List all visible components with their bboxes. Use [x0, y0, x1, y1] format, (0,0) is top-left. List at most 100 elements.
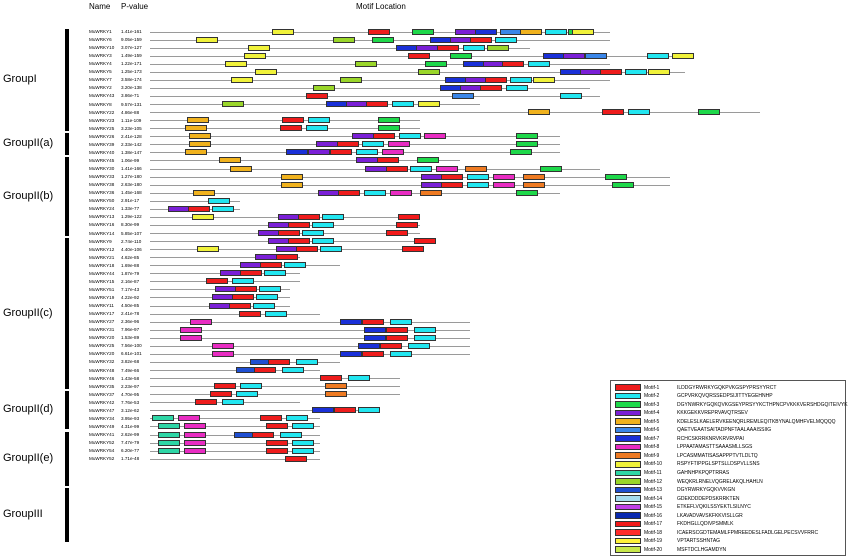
gene-pvalue: 2.41e-128 [121, 133, 142, 139]
motif-11-block [158, 447, 180, 454]
gene-pvalue: 7.76e-53 [121, 399, 140, 405]
legend-label: Motif-20 [644, 546, 663, 553]
motif-1-block [337, 141, 359, 148]
motif-2-block [410, 165, 432, 172]
motif-8-block [190, 318, 212, 325]
motif-4-block [258, 230, 280, 236]
motif-2-block [392, 101, 414, 108]
motif-2-block [364, 189, 386, 196]
motif-1-block [480, 84, 502, 91]
group-label: GroupI [3, 72, 37, 85]
group-bar [65, 28, 69, 132]
motif-3-block [516, 189, 538, 196]
gene-name: MuWRKY49 [89, 423, 115, 429]
motif-1-block [386, 334, 408, 341]
legend-label: Motif-6 [644, 427, 660, 434]
motif-1-block [408, 52, 430, 59]
motif-12-block [222, 101, 244, 108]
sequence-track [150, 63, 610, 65]
legend-swatch [615, 478, 641, 485]
motif-1-block [188, 205, 210, 212]
legend-sequence: FKDHGLLQDIVPSMMLK [677, 521, 734, 528]
gene-pvalue: 1.11e-109 [121, 117, 142, 123]
motif-8-block [180, 334, 202, 341]
motif-9-block [523, 173, 545, 180]
gene-name: MuWRKY52 [89, 440, 115, 446]
gene-pvalue: 2.36e-96 [121, 319, 140, 325]
motif-5-block [281, 173, 303, 180]
sequence-track [150, 386, 400, 388]
motif-1-block [306, 92, 328, 99]
legend-swatch [615, 546, 641, 554]
legend-label: Motif-8 [644, 444, 660, 451]
motif-1-block [330, 149, 352, 156]
gene-name: MuWRKY44 [89, 270, 115, 276]
motif-2-block [292, 439, 314, 446]
group-label: GroupII(e) [3, 451, 54, 464]
motif-3-block [412, 28, 434, 35]
motif-2-block [280, 431, 302, 438]
motif-5-block [193, 189, 215, 196]
motif-3-block [516, 133, 538, 140]
motif-8-block [424, 133, 446, 140]
motif-2-block [312, 238, 334, 245]
legend-swatch [615, 392, 641, 400]
sequence-track [150, 104, 480, 106]
legend-swatch [615, 537, 641, 545]
gene-name: MuWRKY15 [89, 278, 115, 284]
motif-4-block [580, 68, 602, 75]
gene-pvalue: 2.23e-97 [121, 383, 140, 389]
sequence-track [150, 394, 400, 396]
motif-1-block [210, 391, 232, 398]
legend-sequence: GDEKDDDEPDSKRRKTEN [677, 495, 740, 502]
sequence-track [150, 95, 600, 97]
motif-10-block [192, 213, 214, 220]
legend-sequence: QAETVEAATSAITADPNFTAALAAAISSIIG [677, 427, 772, 434]
sequence-track [150, 418, 320, 420]
gene-name: MuWRKY25 [89, 343, 115, 349]
motif-8-block [184, 439, 206, 446]
motif-10-block [648, 68, 670, 75]
motif-9-block [325, 391, 347, 398]
motif-10-block [572, 28, 594, 35]
gene-name: MuWRKY50 [89, 198, 115, 204]
motif-4-block [365, 165, 387, 172]
motif-2-block [284, 262, 306, 269]
motif-7-block [430, 36, 452, 43]
motif-8-block [390, 189, 412, 196]
motif-1-block [386, 326, 408, 333]
gene-pvalue: 1.41e-166 [121, 166, 142, 172]
motif-4-block [460, 84, 482, 91]
gene-pvalue: 3.23e-105 [121, 125, 142, 131]
gene-pvalue: 3.95e-93 [121, 415, 140, 421]
legend-label: Motif-5 [644, 418, 660, 425]
legend-swatch [615, 495, 641, 502]
motif-4-block [356, 157, 378, 164]
motif-1-block [366, 101, 388, 108]
motif-4-block [416, 44, 438, 51]
motif-1-block [320, 375, 342, 382]
motif-12-block [355, 60, 377, 67]
motif-5-block [230, 165, 252, 172]
gene-pvalue: 2.16e-87 [121, 278, 140, 284]
motif-3-block [510, 149, 532, 156]
gene-name: MuWRKY2 [89, 85, 112, 91]
gene-name: MuWRKY24 [89, 206, 115, 212]
motif-7-block [312, 407, 334, 414]
motif-4-block [465, 76, 487, 83]
gene-name: MuWRKY13 [89, 214, 115, 220]
sequence-track [150, 442, 320, 444]
gene-name: MuWRKY34 [89, 415, 115, 421]
legend-sequence: ETKEFLVQKILSSYEKTLSILNYC [677, 504, 751, 511]
motif-8-block [382, 149, 404, 156]
gene-name: MuWRKY27 [89, 319, 115, 325]
motif-1-block [282, 117, 304, 124]
sequence-track [150, 410, 380, 412]
motif-1-block [260, 262, 282, 269]
gene-name: MuWRKY6 [89, 37, 112, 43]
motif-8-block [212, 350, 234, 357]
gene-pvalue: 1.45e-168 [121, 190, 142, 196]
sequence-track [150, 47, 530, 49]
legend-swatch [615, 384, 641, 391]
motif-5-block [528, 109, 550, 116]
